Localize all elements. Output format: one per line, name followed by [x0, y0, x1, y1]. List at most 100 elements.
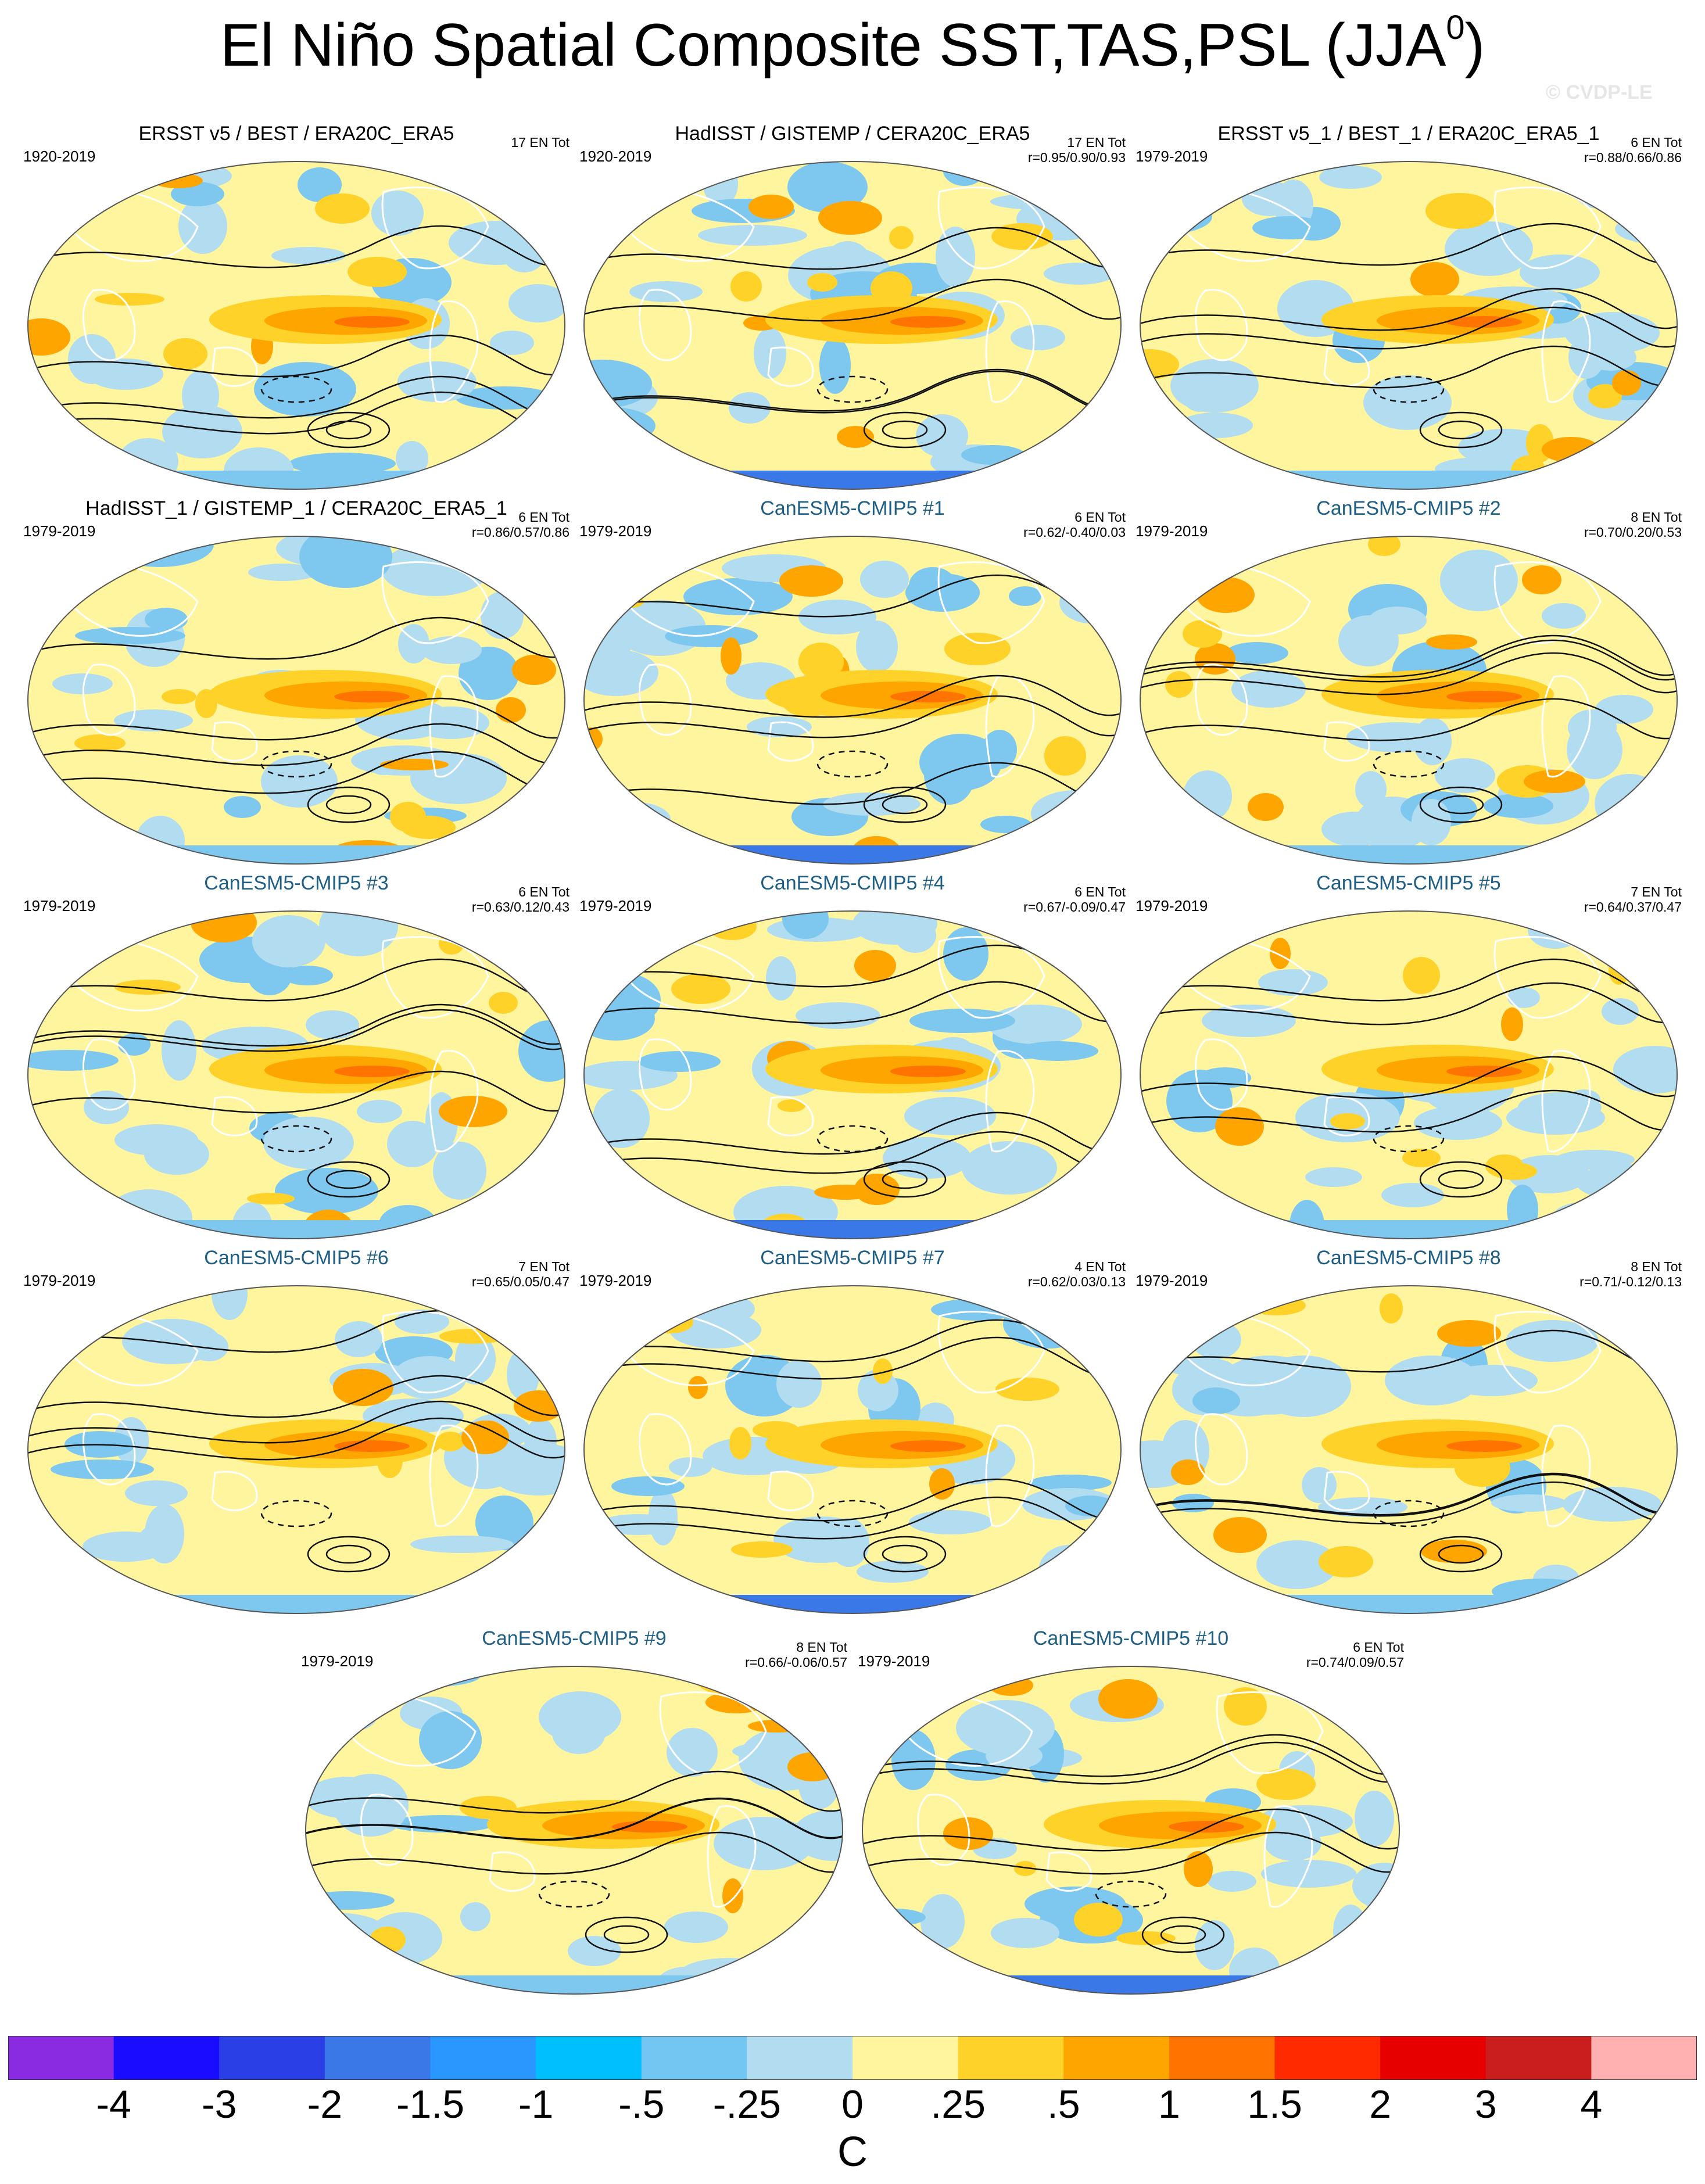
map-border: [583, 161, 1122, 490]
world-map: [1140, 1285, 1678, 1614]
world-map: [1140, 536, 1678, 865]
map-panel: CanESM5-CMIP5 #7 1979-2019 4 EN Tot r=0.62/…: [579, 1246, 1126, 1618]
panel-stats: 6 EN Tot r=0.88/0.66/0.86: [1507, 135, 1682, 165]
colorbar-swatch: [1380, 2036, 1486, 2080]
colorbar-swatch: [8, 2036, 114, 2080]
panel-period: 1920-2019: [579, 148, 652, 165]
colorbar-tick-label: .5: [1047, 2082, 1080, 2126]
colorbar-swatch: [747, 2036, 853, 2080]
colorbar-tick-label: 4: [1580, 2082, 1603, 2126]
panel-stats: 8 EN Tot r=0.70/0.20/0.53: [1507, 510, 1682, 540]
map-border: [27, 161, 565, 490]
panel-stats: 6 EN Tot r=0.63/0.12/0.43: [395, 884, 569, 915]
world-map: [305, 1666, 843, 1995]
colorbar-tick-label: 0: [841, 2082, 864, 2126]
colorbar-swatch: [219, 2036, 325, 2080]
panel-stats: 8 EN Tot r=0.66/-0.06/0.57: [673, 1640, 847, 1670]
world-map: [27, 1285, 565, 1614]
panel-title: HadISST_1 / GISTEMP_1 / CERA20C_ERA5_1: [85, 497, 507, 519]
main-title-superscript: 0: [1446, 9, 1465, 46]
map-border: [27, 1285, 565, 1614]
panel-correlation: r=0.74/0.09/0.57: [1306, 1655, 1404, 1670]
colorbar-swatch: [852, 2036, 959, 2080]
world-map: [1140, 910, 1678, 1239]
colorbar-swatch: [1485, 2036, 1592, 2080]
colorbar-tick-label: -3: [202, 2082, 237, 2126]
map-field: [28, 162, 565, 489]
panel-event-count: 6 EN Tot: [1074, 510, 1126, 525]
map-border: [27, 910, 565, 1239]
panel-title: CanESM5-CMIP5 #1: [760, 497, 945, 519]
panel-correlation: r=0.88/0.66/0.86: [1584, 150, 1682, 165]
panel-correlation: r=0.66/-0.06/0.57: [745, 1655, 847, 1670]
panel-event-count: 6 EN Tot: [1074, 884, 1126, 899]
panel-event-count: 6 EN Tot: [1631, 135, 1682, 150]
colorbar-tick-label: -4: [96, 2082, 131, 2126]
colorbar-tick-label: -1.5: [396, 2082, 465, 2126]
colorbar-swatch: [324, 2036, 431, 2080]
colorbar-swatch: [958, 2036, 1064, 2080]
map-panel: CanESM5-CMIP5 #5 1979-2019 7 EN Tot r=0.64/…: [1136, 872, 1682, 1243]
map-border: [1140, 161, 1678, 490]
map-border: [1140, 536, 1678, 865]
panel-event-count: 17 EN Tot: [1067, 135, 1126, 150]
map-field: [28, 536, 565, 864]
map-field: [306, 1666, 843, 1994]
map-field: [862, 1666, 1399, 1994]
panel-correlation: r=0.70/0.20/0.53: [1584, 525, 1682, 540]
panel-stats: 17 EN Tot: [395, 135, 569, 150]
panel-stats: 4 EN Tot r=0.62/0.03/0.13: [951, 1259, 1126, 1289]
colorbar: [8, 2036, 1697, 2080]
colorbar-unit: C: [837, 2129, 868, 2175]
panel-period: 1979-2019: [579, 897, 652, 915]
colorbar-tick-label: .25: [930, 2082, 986, 2126]
map-border: [1140, 1285, 1678, 1614]
map-panel: CanESM5-CMIP5 #9 1979-2019 8 EN Tot r=0.66/…: [301, 1627, 847, 1999]
panel-event-count: 7 EN Tot: [1631, 884, 1682, 899]
panel-title: CanESM5-CMIP5 #9: [482, 1627, 667, 1649]
world-map: [1140, 161, 1678, 490]
colorbar-swatch: [1169, 2036, 1276, 2080]
colorbar-tick-label: 2: [1369, 2082, 1392, 2126]
panel-period: 1979-2019: [23, 897, 96, 915]
panel-title: ERSST v5 / BEST / ERA20C_ERA5: [138, 123, 454, 145]
watermark: © CVDP-LE: [1546, 81, 1653, 103]
panel-period: 1979-2019: [1136, 522, 1208, 540]
colorbar-swatch: [536, 2036, 642, 2080]
panel-correlation: r=0.64/0.37/0.47: [1584, 899, 1682, 915]
panel-period: 1979-2019: [1136, 1272, 1208, 1289]
panel-stats: 17 EN Tot r=0.95/0.90/0.93: [951, 135, 1126, 165]
panel-correlation: r=0.71/-0.12/0.13: [1579, 1274, 1682, 1289]
map-field: [1140, 911, 1677, 1239]
panel-title: CanESM5-CMIP5 #2: [1316, 497, 1501, 519]
map-panel: HadISST_1 / GISTEMP_1 / CERA20C_ERA5_1 19…: [23, 497, 569, 869]
panel-title: CanESM5-CMIP5 #7: [760, 1247, 945, 1269]
map-border: [305, 1666, 843, 1995]
map-field: [584, 1286, 1121, 1613]
panel-stats: 7 EN Tot r=0.64/0.37/0.47: [1507, 884, 1682, 915]
panel-period: 1979-2019: [579, 522, 652, 540]
world-map: [27, 910, 565, 1239]
panel-event-count: 6 EN Tot: [518, 510, 569, 525]
panel-event-count: 8 EN Tot: [1631, 510, 1682, 525]
colorbar-swatch: [1591, 2036, 1697, 2080]
main-title: El Niño Spatial Composite SST,TAS,PSL (J…: [0, 10, 1705, 80]
panel-title: CanESM5-CMIP5 #6: [204, 1247, 389, 1269]
panel-stats: 6 EN Tot r=0.86/0.57/0.86: [395, 510, 569, 540]
map-panel: CanESM5-CMIP5 #3 1979-2019 6 EN Tot r=0.63/…: [23, 872, 569, 1243]
map-panel: CanESM5-CMIP5 #4 1979-2019 6 EN Tot r=0.67/…: [579, 872, 1126, 1243]
panel-title: ERSST v5_1 / BEST_1 / ERA20C_ERA5_1: [1217, 123, 1600, 145]
panel-correlation: r=0.65/0.05/0.47: [471, 1274, 569, 1289]
world-map: [583, 161, 1122, 490]
colorbar-swatch: [113, 2036, 220, 2080]
map-border: [27, 536, 565, 865]
map-field: [28, 911, 565, 1239]
world-map: [583, 536, 1122, 865]
panel-correlation: r=0.86/0.57/0.86: [471, 525, 569, 540]
colorbar-swatch: [1274, 2036, 1381, 2080]
colorbar-tick-label: -.5: [618, 2082, 665, 2126]
panel-period: 1979-2019: [301, 1652, 374, 1670]
panel-title: CanESM5-CMIP5 #8: [1316, 1247, 1501, 1269]
panel-event-count: 6 EN Tot: [1353, 1640, 1404, 1655]
panel-event-count: 8 EN Tot: [796, 1640, 847, 1655]
